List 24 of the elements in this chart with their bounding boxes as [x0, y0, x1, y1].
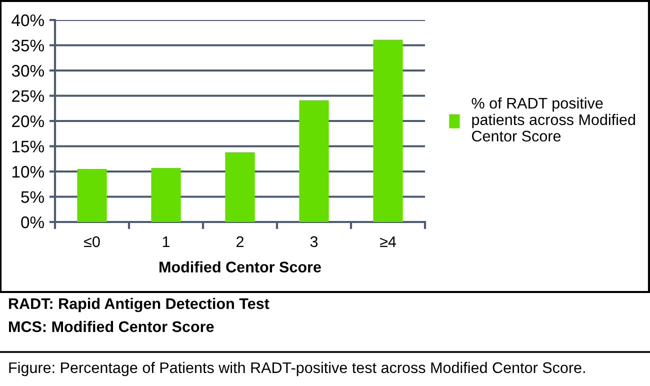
y-tick-label: 5%: [21, 191, 44, 203]
x-tick-label: ≥4: [380, 236, 396, 247]
bar: [77, 168, 107, 222]
bar: [225, 152, 255, 222]
y-tick-label: 30%: [12, 64, 44, 77]
x-axis-title: Modified Centor Score: [160, 261, 321, 272]
y-tick-label: 15%: [12, 140, 44, 152]
y-tick-label: 20%: [12, 115, 44, 128]
text: Figure: Percentage of Patients with RADT-positive test across Modified Centor Score.: [9, 362, 585, 376]
y-tick-label: 25%: [12, 90, 44, 102]
bar: [151, 168, 181, 222]
text: RADT: Rapid Antigen Detection Test: [9, 298, 270, 312]
text: MCS: Modified Centor Score: [9, 320, 214, 332]
y-tick-label: 10%: [12, 166, 44, 178]
x-tick-label: 1: [162, 236, 170, 247]
legend-label: % of RADT positive patients across Modified Centor Score: [472, 97, 635, 142]
bar: [373, 40, 403, 222]
x-tick-label: ≤0: [84, 236, 100, 248]
y-tick-label: 35%: [12, 40, 44, 52]
x-tick-label: 3: [310, 236, 318, 248]
bar: [299, 100, 329, 222]
y-tick-label: 40%: [12, 14, 44, 26]
y-tick-label: 0%: [21, 216, 44, 228]
x-tick-label: 2: [236, 236, 244, 247]
